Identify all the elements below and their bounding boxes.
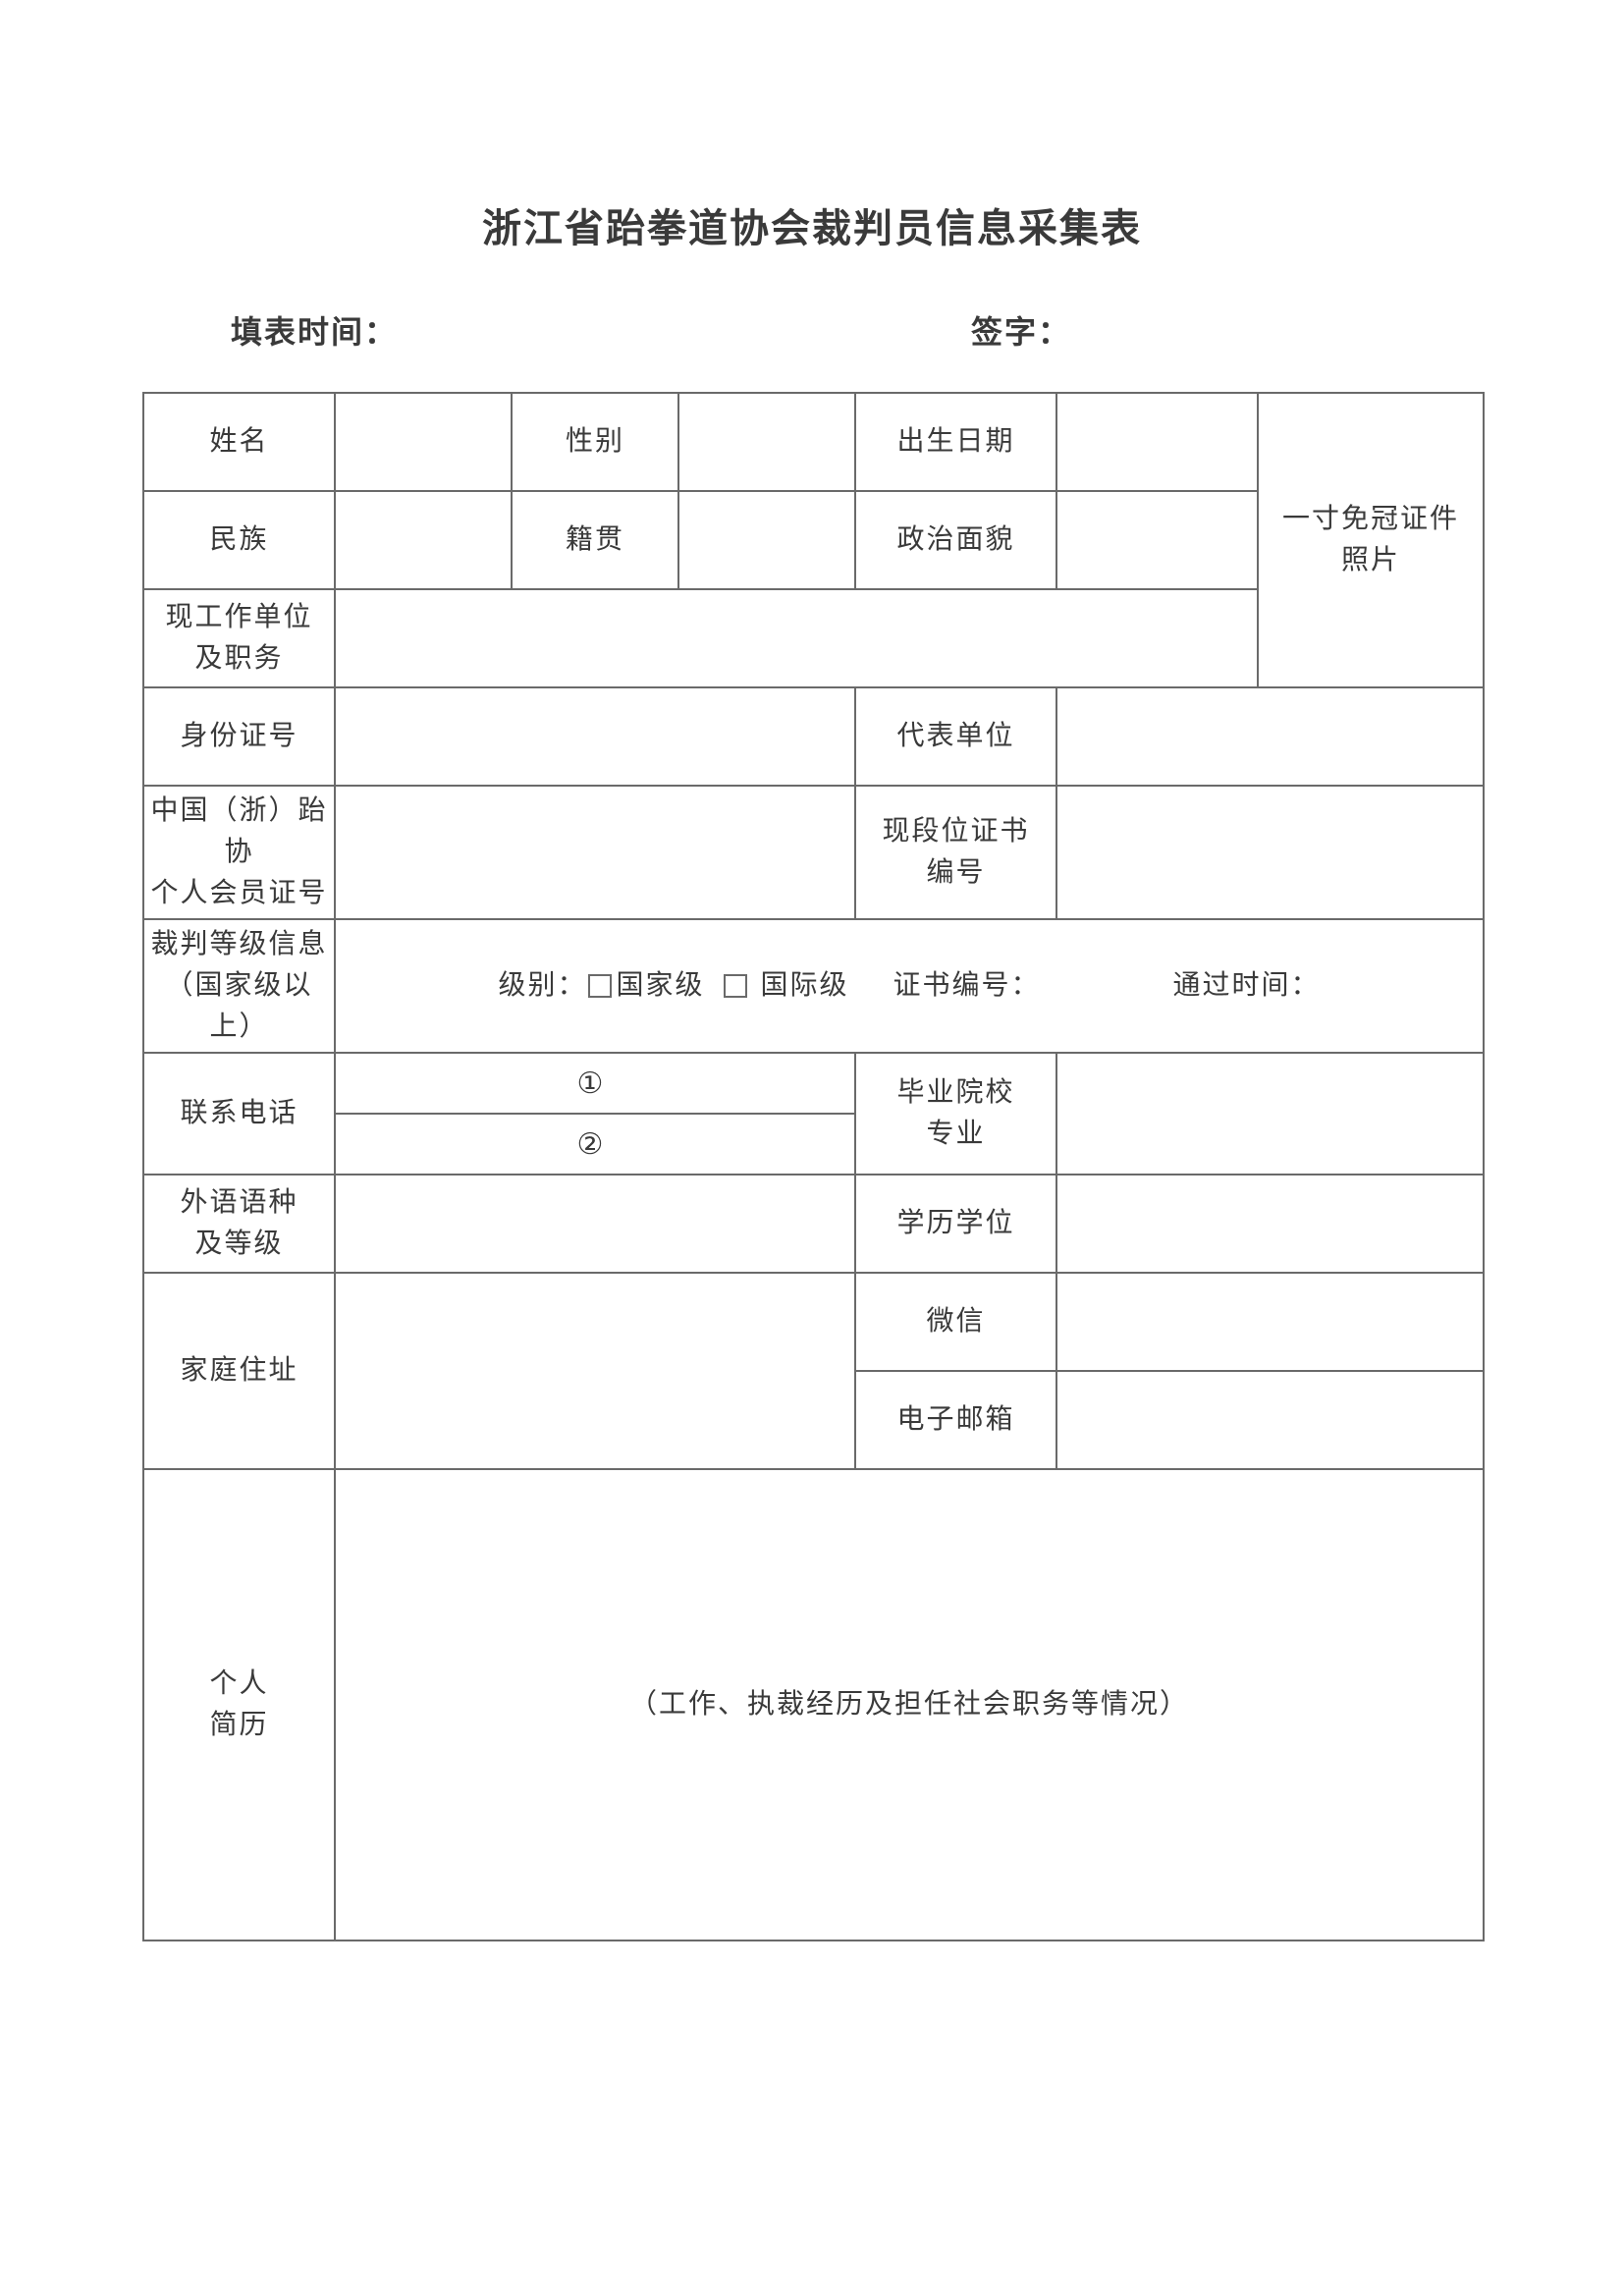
- label-wechat: 微信: [855, 1273, 1056, 1371]
- page-title: 浙江省跆拳道协会裁判员信息采集表: [142, 196, 1482, 253]
- cert-no-label: 证书编号：: [893, 970, 1041, 1001]
- label-email: 电子邮箱: [855, 1371, 1056, 1469]
- pass-time-label: 通过时间：: [1173, 970, 1321, 1001]
- label-address: 家庭住址: [143, 1273, 335, 1469]
- resume-hint: （工作、执裁经历及担任社会职务等情况）: [629, 1689, 1189, 1720]
- fill-time-label: 填表时间：: [231, 314, 398, 350]
- label-gender: 性别: [512, 393, 678, 491]
- label-id-no: 身份证号: [143, 687, 335, 786]
- value-birth[interactable]: [1056, 393, 1258, 491]
- value-gender[interactable]: [678, 393, 855, 491]
- value-political[interactable]: [1056, 491, 1258, 589]
- label-native: 籍贯: [512, 491, 678, 589]
- level-intl: 国际级: [760, 970, 848, 1001]
- label-referee-level: 裁判等级信息 （国家级以上）: [143, 919, 335, 1053]
- label-lang-1: 外语语种: [148, 1182, 330, 1224]
- label-member-1: 中国（浙）跆协: [148, 791, 330, 873]
- label-school: 毕业院校 专业: [855, 1053, 1056, 1175]
- label-rep-unit: 代表单位: [855, 687, 1056, 786]
- checkbox-intl[interactable]: [724, 974, 747, 998]
- label-referee-2: （国家级以上）: [148, 965, 330, 1048]
- label-birth: 出生日期: [855, 393, 1056, 491]
- label-phone: 联系电话: [143, 1053, 335, 1175]
- label-degree: 学历学位: [855, 1175, 1056, 1273]
- value-ethnic[interactable]: [335, 491, 512, 589]
- photo-label-1: 一寸免冠证件: [1263, 499, 1479, 540]
- label-school-2: 专业: [860, 1114, 1052, 1155]
- label-resume-1: 个人: [148, 1664, 330, 1705]
- value-id-no[interactable]: [335, 687, 855, 786]
- label-work-unit-1: 现工作单位: [148, 597, 330, 638]
- label-dan-2: 编号: [860, 852, 1052, 894]
- value-name[interactable]: [335, 393, 512, 491]
- label-referee-1: 裁判等级信息: [148, 924, 330, 965]
- label-language: 外语语种 及等级: [143, 1175, 335, 1273]
- phone1-marker: ①: [577, 1062, 606, 1106]
- meta-row: 填表时间： 签字：: [142, 307, 1482, 353]
- checkbox-national[interactable]: [588, 974, 612, 998]
- value-degree[interactable]: [1056, 1175, 1484, 1273]
- label-school-1: 毕业院校: [860, 1072, 1052, 1114]
- label-lang-2: 及等级: [148, 1224, 330, 1265]
- value-dan-no[interactable]: [1056, 786, 1484, 919]
- label-political: 政治面貌: [855, 491, 1056, 589]
- value-phone1[interactable]: ①: [335, 1053, 855, 1114]
- label-resume: 个人 简历: [143, 1469, 335, 1941]
- value-native[interactable]: [678, 491, 855, 589]
- value-resume[interactable]: （工作、执裁经历及担任社会职务等情况）: [335, 1469, 1484, 1941]
- value-wechat[interactable]: [1056, 1273, 1484, 1371]
- label-member-2: 个人会员证号: [148, 873, 330, 914]
- value-work-unit[interactable]: [335, 589, 1258, 687]
- label-work-unit-2: 及职务: [148, 638, 330, 680]
- info-form-table: 姓名 性别 出生日期 一寸免冠证件 照片 民族 籍贯 政治面貌 现工作单位 及职…: [142, 392, 1485, 1941]
- label-member-no: 中国（浙）跆协 个人会员证号: [143, 786, 335, 919]
- signature: 签字：: [971, 307, 1344, 353]
- signature-label: 签字：: [971, 314, 1071, 350]
- level-national: 国家级: [616, 970, 704, 1001]
- label-name: 姓名: [143, 393, 335, 491]
- level-prefix: 级别：: [498, 970, 586, 1001]
- label-ethnic: 民族: [143, 491, 335, 589]
- value-phone2[interactable]: ②: [335, 1114, 855, 1175]
- photo-label-2: 照片: [1263, 540, 1479, 581]
- label-work-unit: 现工作单位 及职务: [143, 589, 335, 687]
- label-dan-no: 现段位证书 编号: [855, 786, 1056, 919]
- value-email[interactable]: [1056, 1371, 1484, 1469]
- fill-time: 填表时间：: [231, 307, 971, 353]
- value-school[interactable]: [1056, 1053, 1484, 1175]
- label-dan-1: 现段位证书: [860, 811, 1052, 852]
- value-member-no[interactable]: [335, 786, 855, 919]
- value-rep-unit[interactable]: [1056, 687, 1484, 786]
- value-language[interactable]: [335, 1175, 855, 1273]
- value-address[interactable]: [335, 1273, 855, 1469]
- phone2-marker: ②: [577, 1122, 606, 1167]
- referee-level-row: 级别： 国家级 国际级 证书编号： 通过时间：: [335, 919, 1484, 1053]
- label-resume-2: 简历: [148, 1705, 330, 1746]
- photo-box: 一寸免冠证件 照片: [1258, 393, 1484, 687]
